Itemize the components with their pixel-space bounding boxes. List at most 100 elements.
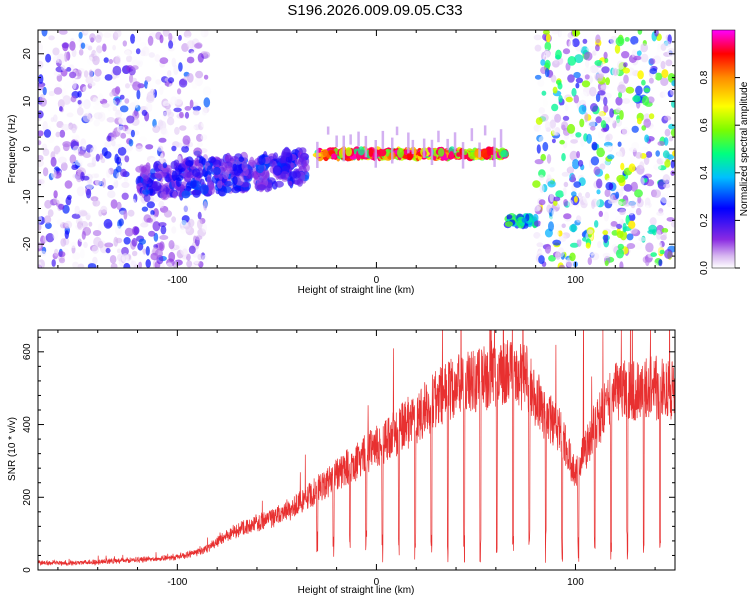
- spectrogram-blob: [58, 203, 65, 210]
- spectrogram-blob: [82, 152, 92, 159]
- spectrogram-blob: [624, 37, 630, 42]
- spectrogram-blob: [667, 47, 675, 57]
- spectrogram-blob: [114, 153, 119, 164]
- snr-line: [38, 330, 675, 567]
- spectrogram-blob: [147, 35, 154, 46]
- spectrogram-blob: [80, 248, 85, 259]
- spectrogram-blob: [604, 188, 611, 198]
- spectrogram-blob: [544, 59, 551, 69]
- spectrogram-blob: [662, 150, 670, 159]
- spectrogram-blob: [180, 227, 186, 235]
- spectrogram-blob: [189, 99, 194, 109]
- spectrogram-blob: [543, 50, 551, 58]
- spectrogram-streak: [437, 130, 440, 143]
- spectrogram-blob: [91, 245, 99, 254]
- spectrogram-blob: [120, 132, 127, 139]
- spectrogram-blob: [563, 213, 572, 220]
- spectrogram-blob: [142, 179, 147, 191]
- spectrogram-blob: [201, 120, 208, 128]
- spectrogram-blob: [534, 74, 542, 80]
- spectrogram-blob: [86, 188, 92, 199]
- spectrogram-blob: [641, 95, 650, 106]
- spectrogram-blob: [550, 74, 557, 83]
- spectrogram-blob: [579, 118, 585, 128]
- spectrogram-streak: [411, 139, 415, 155]
- spectrogram-blob: [637, 195, 642, 204]
- spectrogram-blob: [168, 32, 173, 42]
- spectrogram-blob: [38, 223, 42, 231]
- colorbar-ticks: 0.0 0.2 0.4 0.6 0.8: [699, 70, 740, 275]
- spectrogram-blob: [140, 222, 149, 228]
- snr-x-label: Height of straight line (km): [298, 585, 415, 596]
- spectrogram-blob: [87, 162, 96, 168]
- spectrogram-blob: [162, 162, 168, 169]
- spectrogram-blob: [135, 56, 145, 62]
- spectrogram-blob: [218, 173, 223, 180]
- y-tick-label: 20: [22, 48, 33, 60]
- spectrogram-blob: [135, 48, 141, 55]
- spectrogram-blob: [112, 105, 118, 112]
- spectrogram-blob: [183, 30, 192, 39]
- spectrogram-blob: [653, 163, 662, 171]
- spectrogram-blob: [213, 166, 221, 176]
- spectrogram-blob: [544, 243, 552, 254]
- x-tick-label: 100: [567, 577, 584, 588]
- spectrogram-blob: [232, 175, 238, 185]
- spectrogram-blob: [184, 111, 190, 119]
- spectrogram-blob: [92, 198, 97, 207]
- spectrogram-blob: [94, 68, 102, 77]
- spectrogram-blob: [615, 31, 622, 36]
- spectrogram-blob: [159, 235, 169, 240]
- spectrogram-blob: [576, 238, 582, 247]
- spectrogram-blob: [672, 150, 675, 157]
- spectrogram-blob: [603, 51, 608, 60]
- spectrogram-blob: [671, 200, 675, 207]
- y-tick-label: -10: [22, 189, 33, 204]
- spectrogram-blob: [173, 159, 180, 167]
- spectrogram-blob: [87, 56, 95, 65]
- spectrogram-blob: [153, 208, 159, 218]
- spectrogram-x-ticks: -100 0 100: [57, 30, 656, 286]
- spectrogram-blob: [287, 180, 293, 187]
- spectrogram-blob: [38, 60, 44, 69]
- spectrogram-blob: [167, 77, 175, 84]
- spectrogram-blob: [202, 222, 207, 233]
- spectrogram-blob: [660, 77, 669, 86]
- spectrogram-blob: [564, 104, 569, 112]
- spectrogram-blob: [189, 51, 196, 59]
- spectrogram-blob: [176, 142, 183, 148]
- spectrogram-blob: [95, 153, 100, 162]
- spectrogram-blob: [521, 217, 527, 223]
- spectrogram-blob: [570, 174, 576, 181]
- spectrogram-blob: [559, 30, 567, 39]
- spectrogram-blob: [69, 71, 77, 79]
- spectrogram-blob: [127, 209, 135, 217]
- spectrogram-blob: [61, 65, 66, 71]
- spectrogram-blob: [549, 167, 555, 173]
- spectrogram-blob: [661, 121, 670, 131]
- spectrogram-blob: [619, 261, 624, 268]
- spectrogram-blob: [162, 30, 170, 37]
- spectrogram-streak: [335, 135, 338, 148]
- spectrogram-blob: [538, 174, 544, 181]
- spectrogram-blob: [88, 221, 93, 227]
- spectrogram-blob: [603, 233, 609, 244]
- spectrogram-blob: [59, 106, 63, 112]
- spectrogram-blob: [241, 161, 248, 172]
- spectrogram-blob: [85, 226, 91, 235]
- spectrogram-blob: [553, 223, 563, 232]
- spectrogram-blob: [106, 180, 114, 185]
- spectrogram-blob: [561, 223, 566, 229]
- spectrogram-blob: [178, 62, 183, 72]
- spectrogram-blob: [554, 230, 560, 237]
- spectrogram-blob: [125, 83, 130, 89]
- spectrogram-blob: [602, 252, 611, 259]
- spectrogram-blob: [81, 230, 86, 240]
- spectrogram-blob: [116, 201, 122, 210]
- spectrogram-blob: [146, 201, 155, 209]
- spectrogram-blob: [357, 146, 365, 156]
- spectrogram-blob: [39, 97, 47, 107]
- spectrogram-blob: [136, 89, 141, 100]
- spectrogram-blob: [154, 249, 163, 258]
- spectrogram-blob: [107, 190, 116, 199]
